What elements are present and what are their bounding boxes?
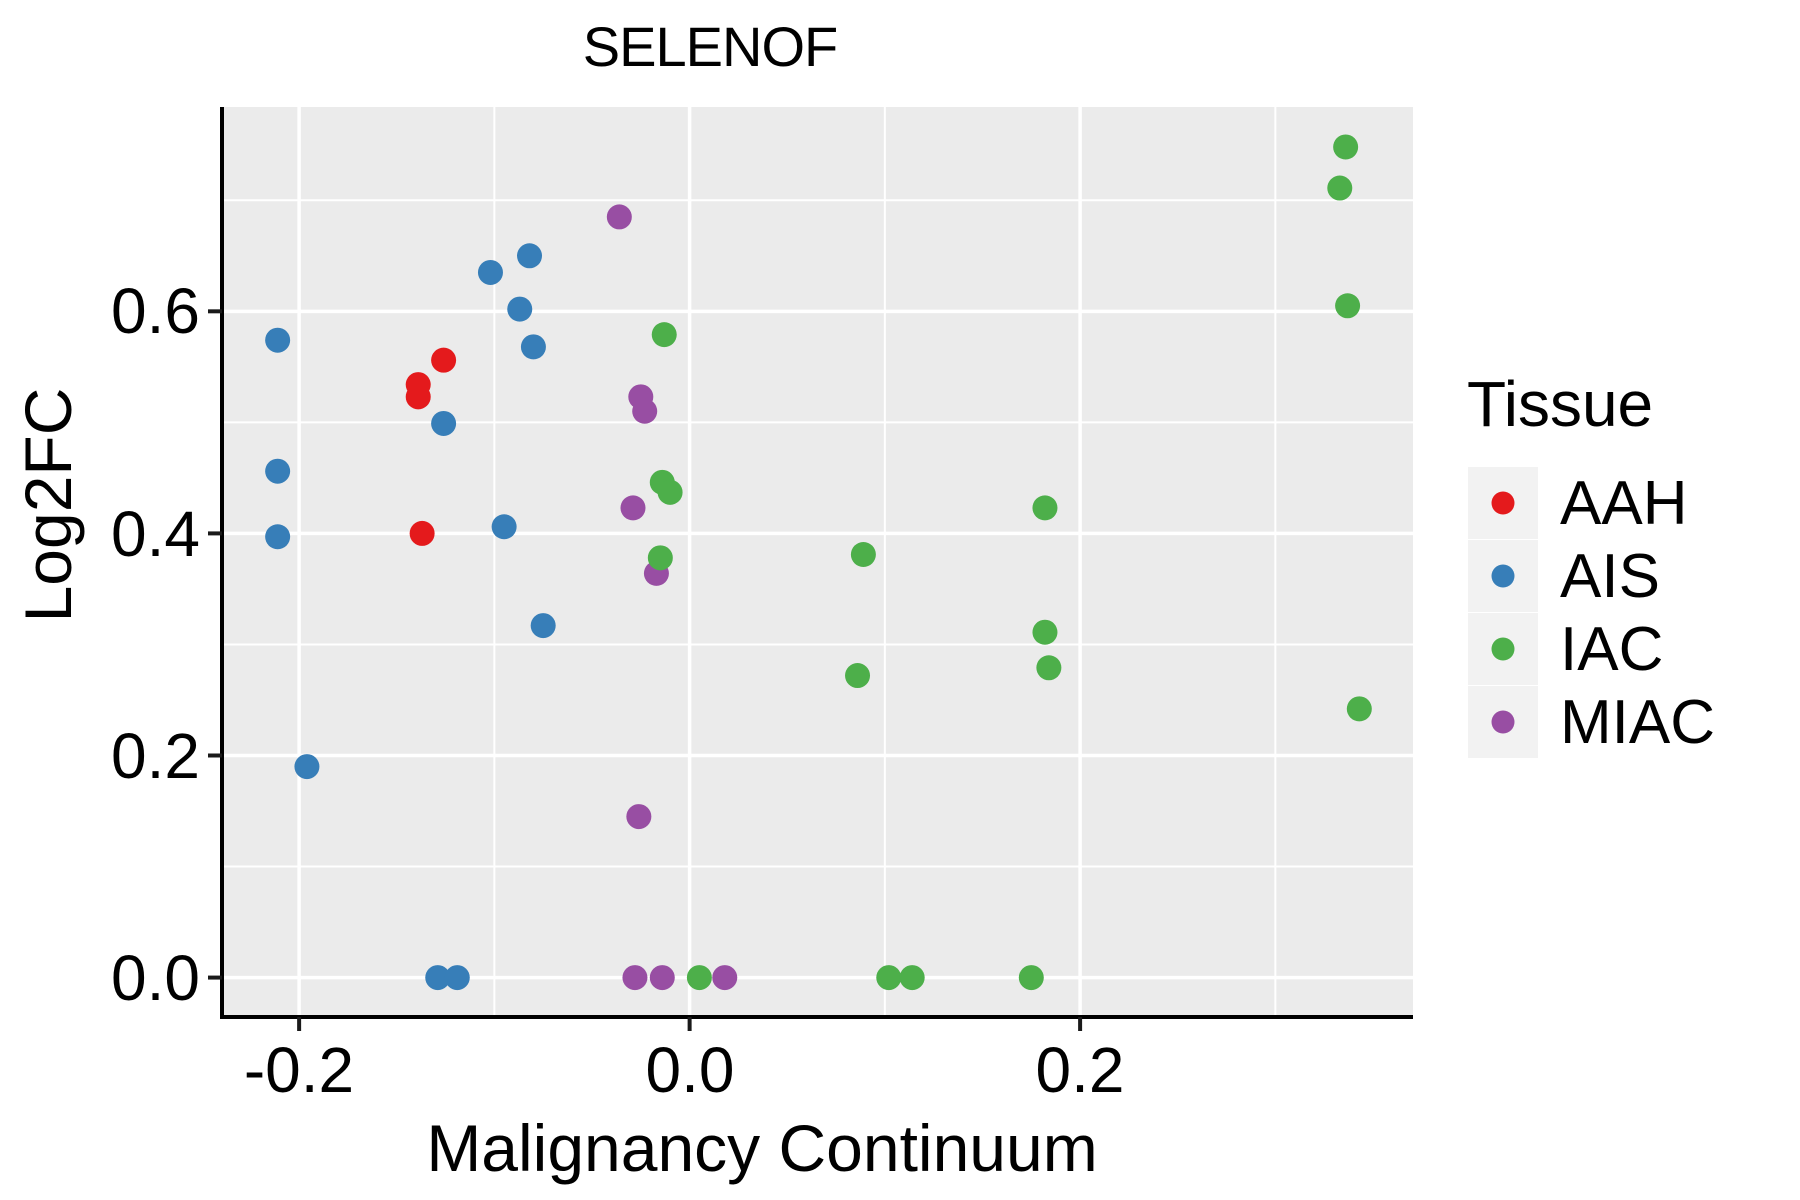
data-point-iac [1036,655,1062,681]
data-point-iac [845,663,871,689]
data-point-iac [1346,696,1372,722]
data-point-ais [520,334,546,360]
data-point-ais [265,524,291,550]
data-point-ais [507,296,533,322]
data-point-iac [647,545,673,571]
x-tick-label: -0.2 [243,1034,355,1106]
data-point-ais [431,410,457,436]
y-tick-label: 0.4 [111,498,200,570]
data-point-iac [876,965,902,991]
data-point-ais [444,965,470,991]
x-axis-label: Malignancy Continuum [426,1111,1098,1185]
data-point-aah [405,384,431,410]
data-point-miac [632,398,658,424]
data-point-iac [1333,134,1359,160]
y-tick-label: 0.2 [111,720,200,792]
data-point-iac [686,965,712,991]
data-point-iac [657,479,683,505]
data-point-miac [626,804,652,830]
data-point-miac [622,965,648,991]
data-point-ais [294,754,320,780]
data-point-ais [265,327,291,353]
data-point-aah [409,520,435,546]
x-tick-label: 0.2 [1035,1034,1125,1106]
data-point-miac [649,965,675,991]
data-point-ais [517,243,543,269]
data-point-iac [1032,495,1058,521]
data-point-iac [1032,619,1058,645]
y-axis-label: Log2FC [11,387,85,623]
data-point-iac [651,322,677,348]
data-point-iac [899,965,925,991]
data-point-ais [477,259,503,285]
data-point-miac [620,495,646,521]
data-point-ais [530,613,556,639]
data-point-ais [265,458,291,484]
data-point-iac [1327,175,1353,201]
data-point-iac [1335,293,1361,319]
plot-title: SELENOF [582,15,838,78]
y-tick-label: 0.0 [111,942,200,1014]
data-point-miac [606,204,632,230]
data-point-aah [431,347,457,373]
data-point-miac [712,965,738,991]
y-tick-label: 0.6 [111,275,200,347]
data-point-ais [425,965,451,991]
data-point-ais [491,514,517,540]
x-tick-label: 0.0 [645,1034,735,1106]
data-point-iac [850,542,876,568]
data-point-iac [1018,965,1044,991]
panel-background [222,107,1413,1017]
